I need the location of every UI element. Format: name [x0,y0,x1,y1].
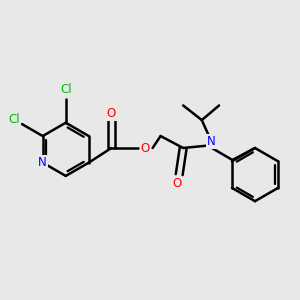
Text: Cl: Cl [60,83,71,96]
Text: Cl: Cl [8,113,20,126]
Text: N: N [207,135,215,148]
Text: N: N [38,156,47,169]
Text: O: O [107,107,116,120]
Text: O: O [141,142,150,154]
Text: O: O [172,177,181,190]
